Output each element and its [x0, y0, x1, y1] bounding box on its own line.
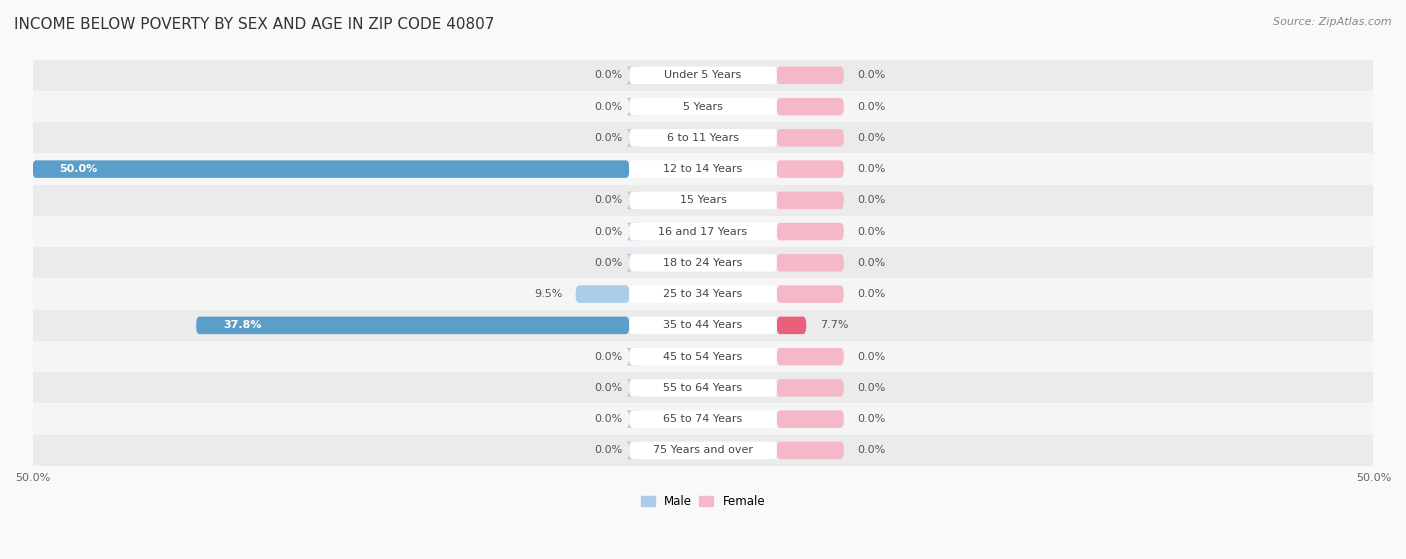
Text: 0.0%: 0.0%: [858, 164, 886, 174]
Text: 0.0%: 0.0%: [858, 226, 886, 236]
Text: 6 to 11 Years: 6 to 11 Years: [666, 133, 740, 143]
Bar: [32, 184, 1374, 216]
Text: Under 5 Years: Under 5 Years: [665, 70, 741, 80]
Text: 45 to 54 Years: 45 to 54 Years: [664, 352, 742, 362]
Text: 0.0%: 0.0%: [858, 446, 886, 456]
Text: 0.0%: 0.0%: [595, 102, 623, 112]
Text: 0.0%: 0.0%: [858, 258, 886, 268]
FancyBboxPatch shape: [630, 285, 776, 303]
FancyBboxPatch shape: [630, 254, 776, 272]
FancyBboxPatch shape: [776, 223, 844, 240]
FancyBboxPatch shape: [776, 442, 844, 459]
FancyBboxPatch shape: [626, 129, 640, 146]
FancyBboxPatch shape: [626, 348, 640, 366]
FancyBboxPatch shape: [626, 223, 640, 240]
Text: 7.7%: 7.7%: [820, 320, 848, 330]
FancyBboxPatch shape: [626, 67, 640, 84]
FancyBboxPatch shape: [32, 160, 630, 178]
Text: 50.0%: 50.0%: [59, 164, 97, 174]
FancyBboxPatch shape: [630, 67, 776, 84]
FancyBboxPatch shape: [776, 129, 844, 146]
FancyBboxPatch shape: [630, 192, 776, 209]
Bar: [32, 216, 1374, 247]
FancyBboxPatch shape: [626, 192, 640, 209]
Text: 0.0%: 0.0%: [595, 352, 623, 362]
Text: 16 and 17 Years: 16 and 17 Years: [658, 226, 748, 236]
Text: 0.0%: 0.0%: [595, 446, 623, 456]
Text: 0.0%: 0.0%: [858, 70, 886, 80]
FancyBboxPatch shape: [630, 410, 776, 428]
FancyBboxPatch shape: [630, 129, 776, 146]
FancyBboxPatch shape: [776, 254, 844, 272]
Text: 5 Years: 5 Years: [683, 102, 723, 112]
FancyBboxPatch shape: [630, 316, 776, 334]
Bar: [32, 310, 1374, 341]
Text: 9.5%: 9.5%: [534, 289, 562, 299]
FancyBboxPatch shape: [776, 98, 844, 115]
Legend: Male, Female: Male, Female: [636, 490, 770, 513]
FancyBboxPatch shape: [626, 410, 640, 428]
Text: 0.0%: 0.0%: [595, 226, 623, 236]
Text: 75 Years and over: 75 Years and over: [652, 446, 754, 456]
Text: 18 to 24 Years: 18 to 24 Years: [664, 258, 742, 268]
Text: 0.0%: 0.0%: [858, 414, 886, 424]
FancyBboxPatch shape: [776, 285, 844, 303]
FancyBboxPatch shape: [575, 285, 630, 303]
Bar: [32, 372, 1374, 404]
Text: 0.0%: 0.0%: [595, 383, 623, 393]
Bar: [32, 154, 1374, 184]
FancyBboxPatch shape: [630, 160, 776, 178]
FancyBboxPatch shape: [776, 67, 844, 84]
FancyBboxPatch shape: [626, 442, 640, 459]
Text: INCOME BELOW POVERTY BY SEX AND AGE IN ZIP CODE 40807: INCOME BELOW POVERTY BY SEX AND AGE IN Z…: [14, 17, 495, 32]
FancyBboxPatch shape: [630, 98, 776, 115]
FancyBboxPatch shape: [630, 348, 776, 366]
Text: 0.0%: 0.0%: [858, 383, 886, 393]
Text: 0.0%: 0.0%: [858, 289, 886, 299]
Bar: [32, 341, 1374, 372]
Text: 0.0%: 0.0%: [595, 70, 623, 80]
FancyBboxPatch shape: [776, 379, 844, 397]
Text: Source: ZipAtlas.com: Source: ZipAtlas.com: [1274, 17, 1392, 27]
Text: 37.8%: 37.8%: [224, 320, 262, 330]
Text: 15 Years: 15 Years: [679, 195, 727, 205]
Text: 25 to 34 Years: 25 to 34 Years: [664, 289, 742, 299]
Text: 35 to 44 Years: 35 to 44 Years: [664, 320, 742, 330]
Text: 0.0%: 0.0%: [595, 258, 623, 268]
Bar: [32, 278, 1374, 310]
Bar: [32, 404, 1374, 435]
Bar: [32, 247, 1374, 278]
Text: 0.0%: 0.0%: [595, 133, 623, 143]
FancyBboxPatch shape: [776, 316, 806, 334]
FancyBboxPatch shape: [626, 254, 640, 272]
FancyBboxPatch shape: [626, 98, 640, 115]
FancyBboxPatch shape: [197, 316, 630, 334]
Text: 12 to 14 Years: 12 to 14 Years: [664, 164, 742, 174]
FancyBboxPatch shape: [776, 192, 844, 209]
FancyBboxPatch shape: [630, 223, 776, 240]
FancyBboxPatch shape: [776, 348, 844, 366]
Text: 65 to 74 Years: 65 to 74 Years: [664, 414, 742, 424]
Text: 0.0%: 0.0%: [858, 133, 886, 143]
FancyBboxPatch shape: [776, 160, 844, 178]
FancyBboxPatch shape: [776, 410, 844, 428]
Bar: [32, 122, 1374, 154]
Bar: [32, 435, 1374, 466]
Bar: [32, 60, 1374, 91]
FancyBboxPatch shape: [626, 379, 640, 397]
Text: 0.0%: 0.0%: [595, 414, 623, 424]
Text: 0.0%: 0.0%: [858, 102, 886, 112]
Text: 0.0%: 0.0%: [858, 352, 886, 362]
Text: 0.0%: 0.0%: [858, 195, 886, 205]
Bar: [32, 91, 1374, 122]
FancyBboxPatch shape: [630, 379, 776, 397]
Text: 55 to 64 Years: 55 to 64 Years: [664, 383, 742, 393]
FancyBboxPatch shape: [630, 442, 776, 459]
Text: 0.0%: 0.0%: [595, 195, 623, 205]
